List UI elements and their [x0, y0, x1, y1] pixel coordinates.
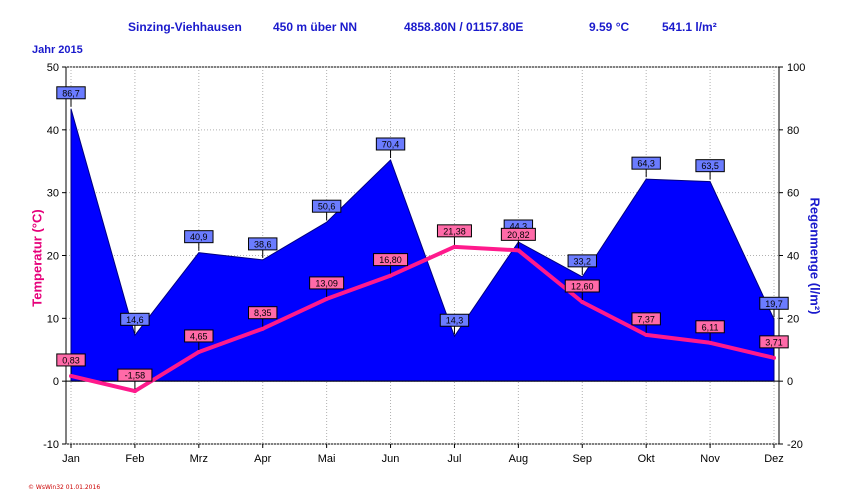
- y-right-tick-label: 40: [787, 251, 799, 263]
- rain-value-label-box: [375, 137, 406, 151]
- rain-value-label-box: [248, 237, 278, 251]
- temperature-point: [516, 248, 521, 253]
- rain-value-label: 64,3: [637, 159, 655, 169]
- x-tick-label: Aug: [509, 453, 529, 465]
- temperature-value-label: 21,38: [443, 226, 466, 236]
- total-rainfall: 541.1 l/m²: [662, 20, 717, 34]
- x-tick-label: Dez: [764, 453, 784, 465]
- temperature-value-label-box: [436, 224, 472, 238]
- temperature-value-label: 0,83: [62, 355, 80, 365]
- temperature-value-label: 16,80: [379, 255, 402, 265]
- rain-value-label-box: [759, 296, 789, 310]
- y-right-tick-label: 80: [787, 125, 799, 137]
- x-tick-label: Jun: [382, 453, 400, 465]
- rain-value-label: 86,7: [62, 88, 80, 98]
- x-tick-label: Apr: [254, 453, 271, 465]
- rain-value-label: 50,6: [318, 202, 336, 212]
- temperature-value-label: 7,37: [637, 314, 655, 324]
- rain-value-label: 38,6: [254, 239, 272, 249]
- temperature-value-label-box: [117, 368, 153, 382]
- temperature-value-label-box: [631, 312, 661, 326]
- temperature-value-label: 13,09: [315, 278, 338, 288]
- x-tick-label: Jul: [447, 453, 461, 465]
- temperature-value-label: 4,65: [190, 331, 208, 341]
- temperature-value-label-box: [56, 353, 86, 367]
- temperature-value-label: 8,35: [254, 308, 272, 318]
- rain-value-label-box: [120, 312, 150, 326]
- x-tick-label: Feb: [125, 453, 144, 465]
- temperature-line: [70, 244, 775, 394]
- rain-value-label-box: [56, 86, 86, 100]
- x-tick-label: Mrz: [190, 453, 208, 465]
- y-left-tick-label: 10: [47, 313, 59, 325]
- footer-credit: © WsWin32 01.01.2016: [28, 484, 101, 491]
- rain-value-label-box: [567, 254, 597, 268]
- temperature-point: [69, 373, 73, 378]
- temperature-value-label: 6,11: [702, 322, 719, 332]
- rain-value-label: 14,6: [126, 315, 144, 325]
- rain-value-label: 40,9: [190, 232, 208, 242]
- rain-value-label: 14,3: [446, 316, 464, 326]
- temperature-point: [132, 389, 137, 394]
- y-right-tick-label: -20: [787, 439, 803, 451]
- temperature-value-label-box: [248, 306, 278, 320]
- temperature-value-label: 12,60: [571, 281, 594, 291]
- x-tick-label: Jan: [62, 453, 80, 465]
- temperature-value-label-box: [373, 253, 409, 267]
- x-tick-label: Sep: [572, 453, 592, 465]
- temperature-point: [196, 349, 201, 354]
- y-left-tick-label: 30: [47, 188, 59, 200]
- temperature-point: [772, 355, 776, 360]
- station-altitude: 450 m über NN: [273, 20, 358, 34]
- temperature-point: [260, 326, 265, 331]
- station-name: Sinzing-Viehhausen: [128, 20, 242, 34]
- temperature-point: [388, 273, 393, 278]
- rain-area: [70, 108, 775, 382]
- rain-value-label: 44,3: [510, 221, 528, 231]
- temperature-value-label: 20,82: [507, 230, 530, 240]
- y-right-tick-label: 20: [787, 313, 799, 325]
- temperature-value-label-box: [309, 276, 345, 290]
- x-tick-label: Okt: [638, 453, 655, 465]
- rain-value-label-box: [439, 313, 470, 327]
- rain-value-label-box: [311, 199, 342, 213]
- temperature-point: [644, 332, 649, 337]
- temperature-point: [324, 296, 329, 301]
- x-tick-label: Mai: [318, 453, 336, 465]
- temperature-point: [708, 340, 713, 345]
- y-right-tick-label: 60: [787, 188, 799, 200]
- temperature-value-label-box: [695, 320, 725, 334]
- temperature-value-label-box: [564, 279, 600, 293]
- rain-value-label: 33,2: [574, 256, 592, 266]
- y-right-tick-label: 0: [787, 376, 793, 388]
- temperature-value-label-box: [184, 329, 214, 343]
- temperature-point: [452, 244, 457, 249]
- y-left-tick-label: 50: [47, 62, 59, 74]
- station-coordinates: 4858.80N / 01157.80E: [404, 20, 524, 34]
- rain-value-label: 19,7: [765, 299, 783, 309]
- temperature-value-label-box: [759, 335, 789, 349]
- y-left-tick-label: 0: [53, 376, 59, 388]
- x-tick-label: Nov: [700, 453, 720, 465]
- temperature-value-label: 3,71: [765, 337, 783, 347]
- temperature-value-label: -1,58: [125, 371, 146, 381]
- rain-value-label-box: [631, 156, 661, 170]
- average-temperature: 9.59 °C: [589, 20, 630, 34]
- rain-value-label: 70,4: [382, 139, 400, 149]
- rain-value-label-box: [184, 230, 214, 244]
- y-left-tick-label: -10: [43, 439, 59, 451]
- rain-value-label: 63,5: [701, 161, 719, 171]
- rain-value-label-box: [695, 159, 725, 173]
- y-left-tick-label: 40: [47, 125, 59, 137]
- temperature-point: [580, 299, 585, 304]
- y-left-tick-label: 20: [47, 251, 59, 263]
- temperature-value-label-box: [500, 227, 536, 241]
- y-right-tick-label: 100: [787, 62, 805, 74]
- year-label: Jahr 2015: [32, 44, 83, 56]
